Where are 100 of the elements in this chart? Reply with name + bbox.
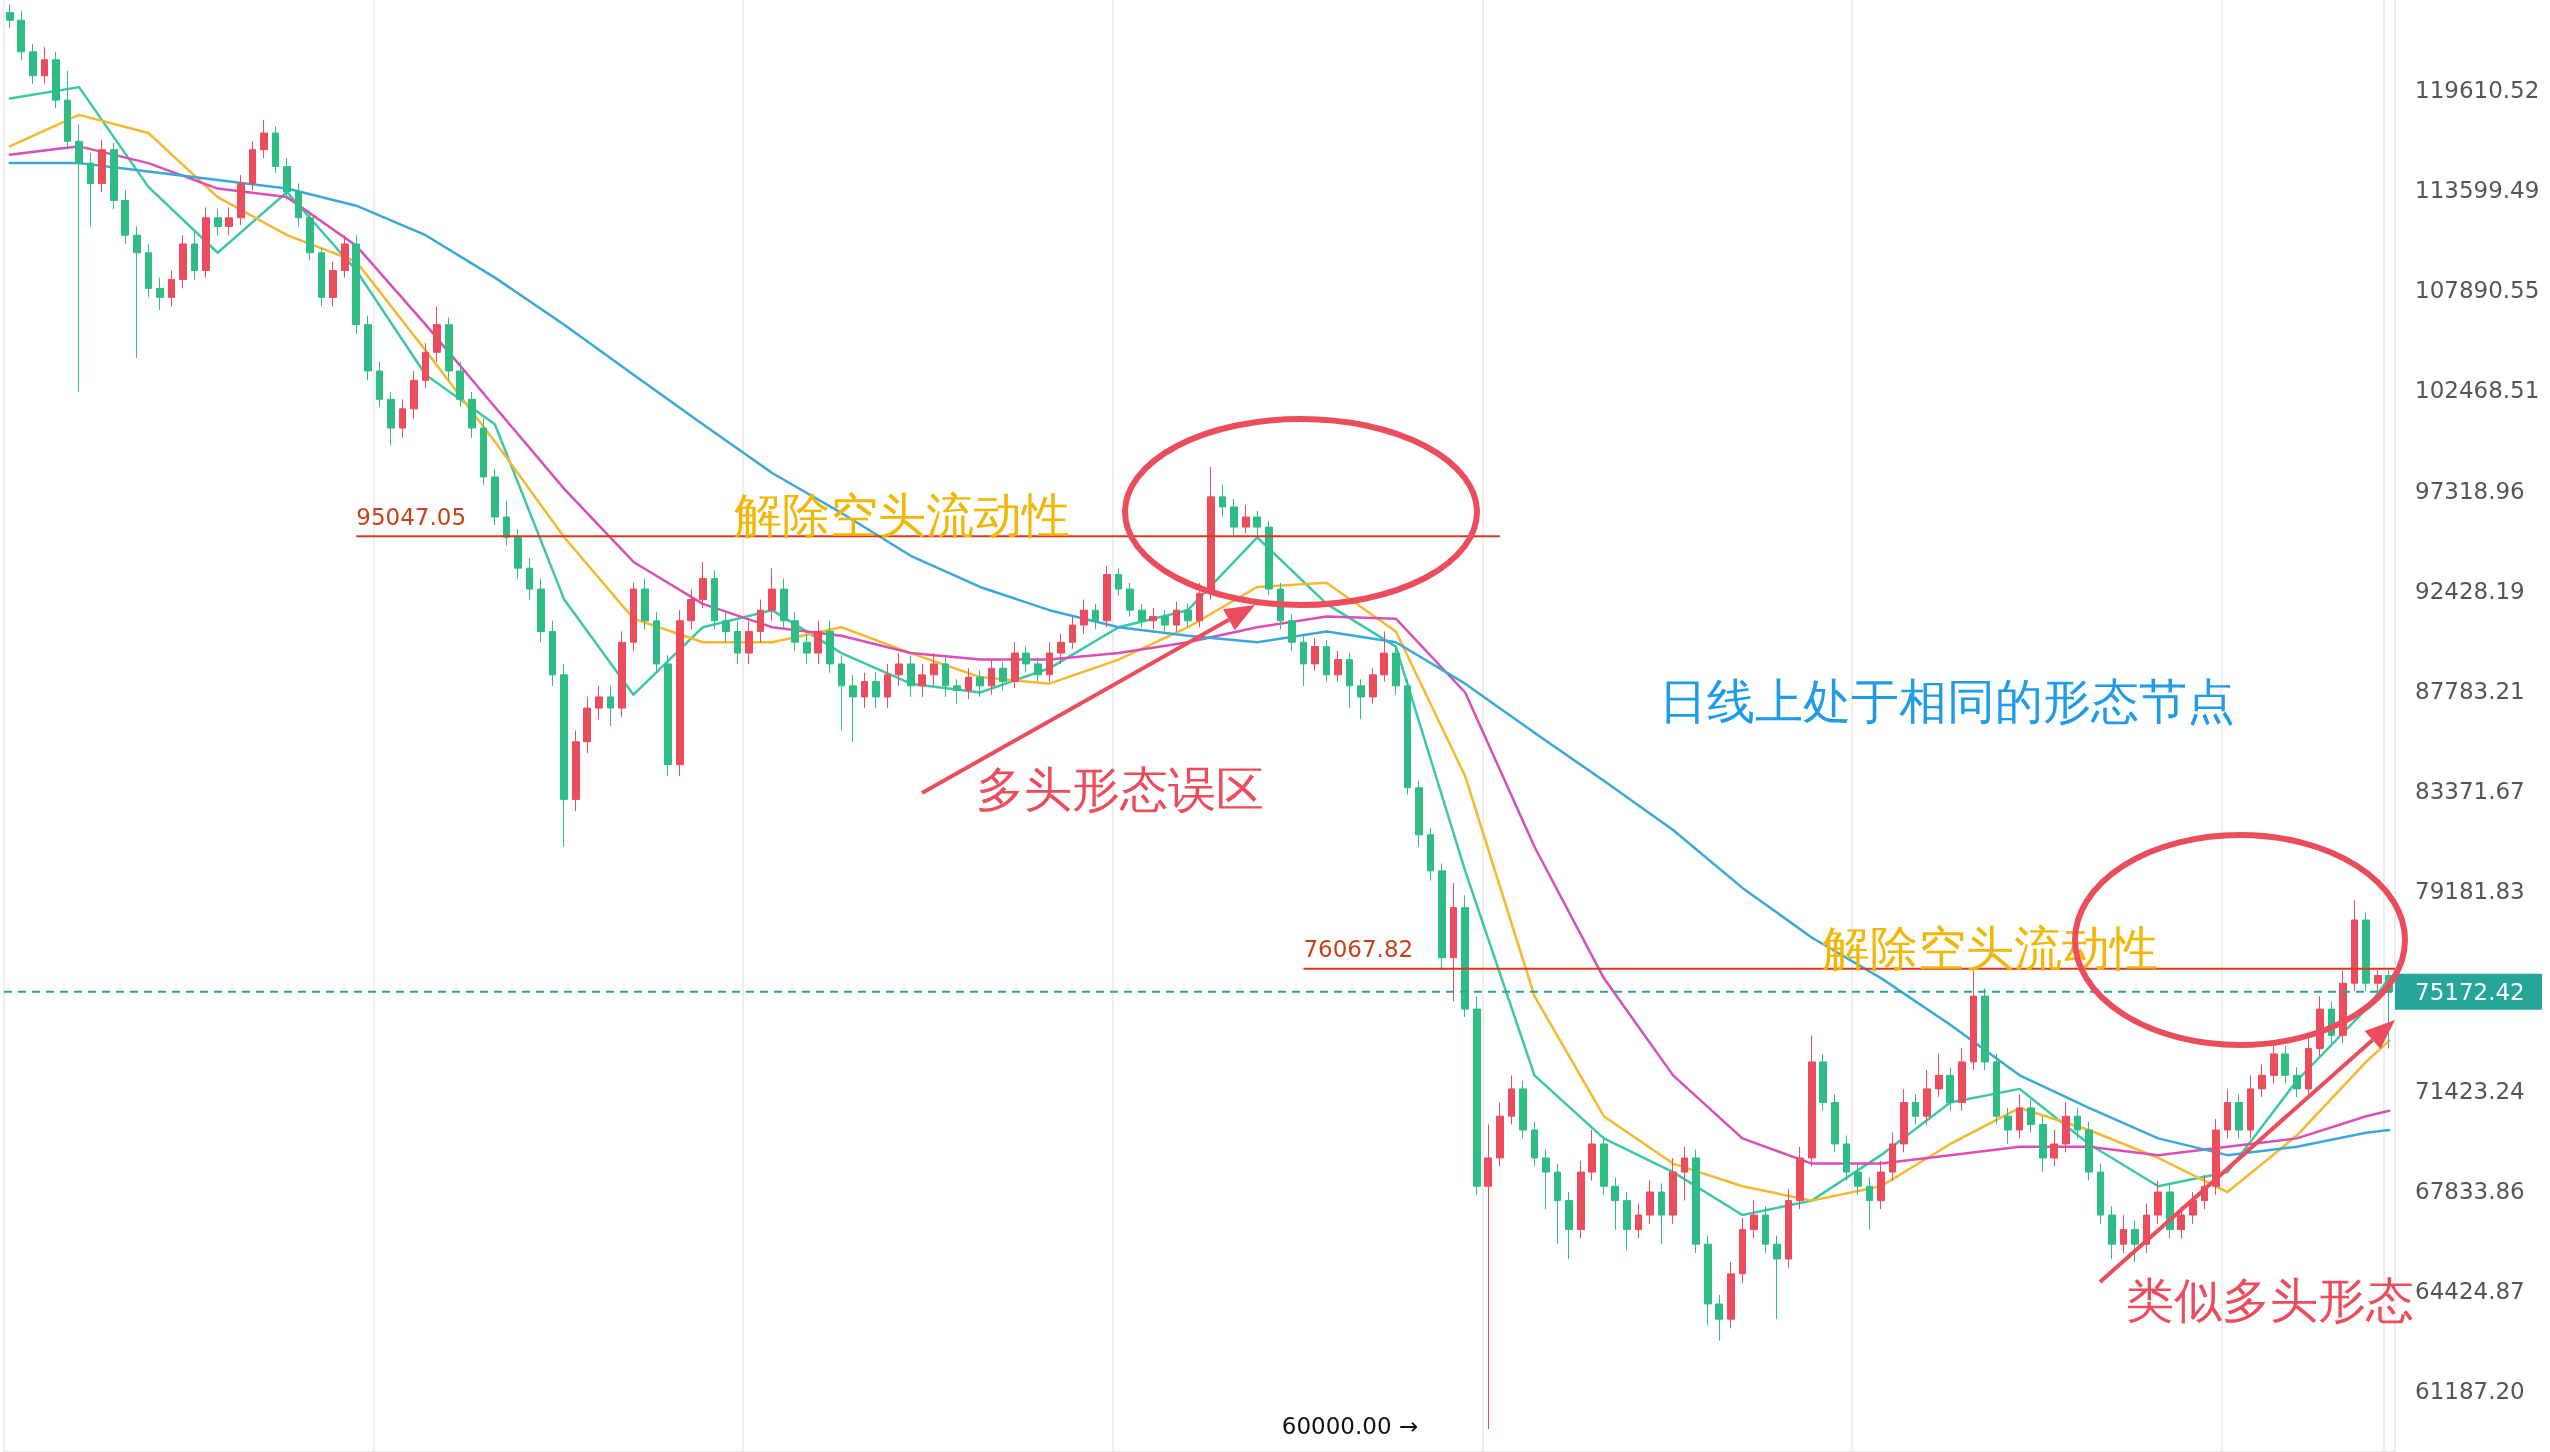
candlestick [711,569,718,630]
candlestick [41,46,48,85]
y-tick-label: 119610.52 [2415,77,2540,104]
y-tick-label: 61187.20 [2415,1378,2525,1405]
candlestick [341,234,349,279]
candlestick [699,561,707,609]
candlestick [780,578,788,630]
annotation: 多头形态误区 [976,761,1264,817]
candlestick [1115,567,1122,596]
candlestick [872,672,880,709]
y-tick-label: 71423.24 [2415,1077,2525,1104]
candlestick [1103,565,1111,628]
candlestick [803,633,811,665]
candlestick [1149,607,1157,630]
candlestick [1681,1146,1688,1202]
candlestick [583,696,591,754]
candlestick [1253,510,1261,536]
candlestick [2281,1045,2289,1084]
candlestick [861,672,868,709]
candlestick [87,152,94,227]
y-tick-label: 97318.96 [2415,477,2525,504]
candlestick [6,4,14,29]
candlestick [1993,1053,2000,1125]
candlestick [1022,646,1030,674]
candlestick [572,729,580,812]
candlestick [1138,603,1146,628]
candlestick [918,663,926,698]
annotation: 类似多头形态 [2126,1272,2414,1328]
y-tick-label: 79181.83 [2415,877,2525,904]
y-tick-label: 92428.19 [2415,577,2525,604]
candlestick [2097,1163,2104,1225]
candlestick [445,316,453,381]
candlestick [791,611,799,652]
candlestick [202,206,210,279]
candlestick [480,417,487,486]
candlestick [1635,1202,1642,1239]
candlestick [1577,1160,1585,1239]
candlestick [1380,631,1388,682]
candlestick [2016,1093,2023,1139]
candlestick [826,620,834,674]
candlestick [2154,1180,2162,1225]
candlestick [2131,1220,2139,1263]
candlestick [2062,1102,2070,1153]
y-tick-label: 113599.49 [2415,177,2540,204]
candlestick [1843,1135,1850,1182]
candlestick [2004,1107,2012,1145]
candlestick [2039,1115,2047,1173]
ref-line-label: 76067.82 [1303,936,1414,963]
candlestick [595,685,603,720]
candlestick [907,654,915,698]
ref-line-label: 95047.05 [356,503,467,530]
candlestick [2224,1088,2231,1139]
candlestick [2050,1129,2058,1167]
candlestick [2120,1214,2127,1254]
y-tick-label: 87783.21 [2415,677,2525,704]
candlestick [2189,1191,2197,1225]
candlestick [976,669,984,698]
candlestick [1126,582,1134,618]
candlestick [1207,466,1215,601]
candlestick [618,631,626,718]
candlestick [537,578,545,643]
candlestick [318,246,325,307]
candlestick [1831,1093,1839,1153]
candlestick [1611,1177,1619,1231]
candlestick [838,654,845,731]
candlestick [2085,1121,2093,1182]
candlestick [179,234,187,289]
candlestick [768,567,776,622]
candlestick [306,210,314,261]
candlestick [1946,1066,1954,1112]
candlestick [1046,641,1053,682]
annotation: 日线上处于相同的形态节点 [1659,673,2235,729]
candlestick [1981,987,1989,1071]
ref-line-label: 75172.42 [2415,978,2525,1005]
candlestick [1508,1074,1515,1125]
y-tick-label: 102468.51 [2415,377,2540,404]
candlestick [560,663,568,848]
candlestick [1473,995,1481,1196]
candlestick [364,315,372,381]
candlestick [1196,582,1203,628]
candlestick [2212,1118,2220,1196]
candlestick [884,663,891,709]
candlestick [1692,1149,1700,1254]
candlestick [2074,1107,2081,1139]
y-tick-label: 64424.87 [2415,1278,2525,1305]
candlestick [1311,637,1319,671]
candlestick [1173,601,1180,632]
candlestick [98,139,106,193]
candlestick [814,620,822,665]
candlestick [1034,656,1042,682]
candlestick [2258,1064,2266,1098]
candlestick [1184,603,1192,628]
y-tick-label: 83371.67 [2415,777,2525,804]
candlestick [1438,863,1446,971]
candlestick [64,70,71,151]
candlestick [1854,1163,1862,1196]
candlestick [1623,1191,1631,1251]
candlestick [1785,1188,1792,1269]
candlestick [999,661,1007,691]
candlestick [1588,1129,1596,1182]
